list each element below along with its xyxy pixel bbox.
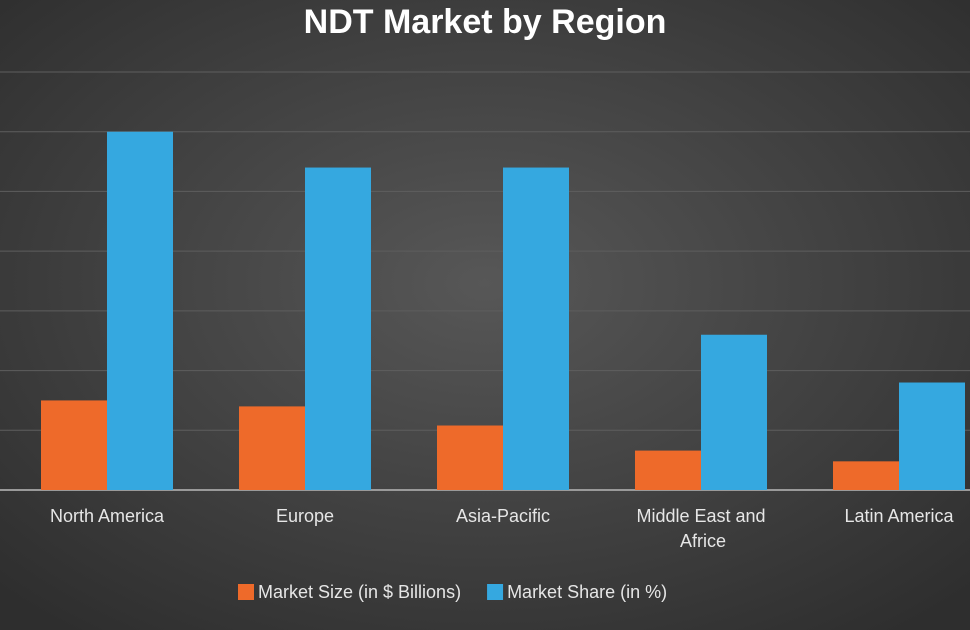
bar — [833, 461, 899, 490]
x-tick-label: Asia-Pacific — [456, 506, 550, 526]
bar — [899, 382, 965, 490]
bar — [503, 167, 569, 491]
bar — [437, 425, 503, 490]
x-tick-label: Middle East and Africe — [636, 506, 765, 551]
x-tick-label: North America — [50, 506, 165, 526]
bar — [239, 406, 305, 490]
bar — [701, 334, 767, 490]
bar — [635, 450, 701, 490]
legend-swatch — [487, 584, 504, 600]
legend-swatch — [238, 584, 254, 600]
legend-label: Market Size (in $ Billions) — [258, 582, 461, 602]
bar — [107, 131, 173, 490]
bar — [305, 167, 371, 491]
chart-title: NDT Market by Region — [304, 3, 667, 41]
legend-label: Market Share (in %) — [507, 582, 667, 602]
bar — [41, 400, 107, 490]
x-tick-label: Europe — [276, 506, 334, 526]
x-tick-label: Latin America — [844, 506, 954, 526]
